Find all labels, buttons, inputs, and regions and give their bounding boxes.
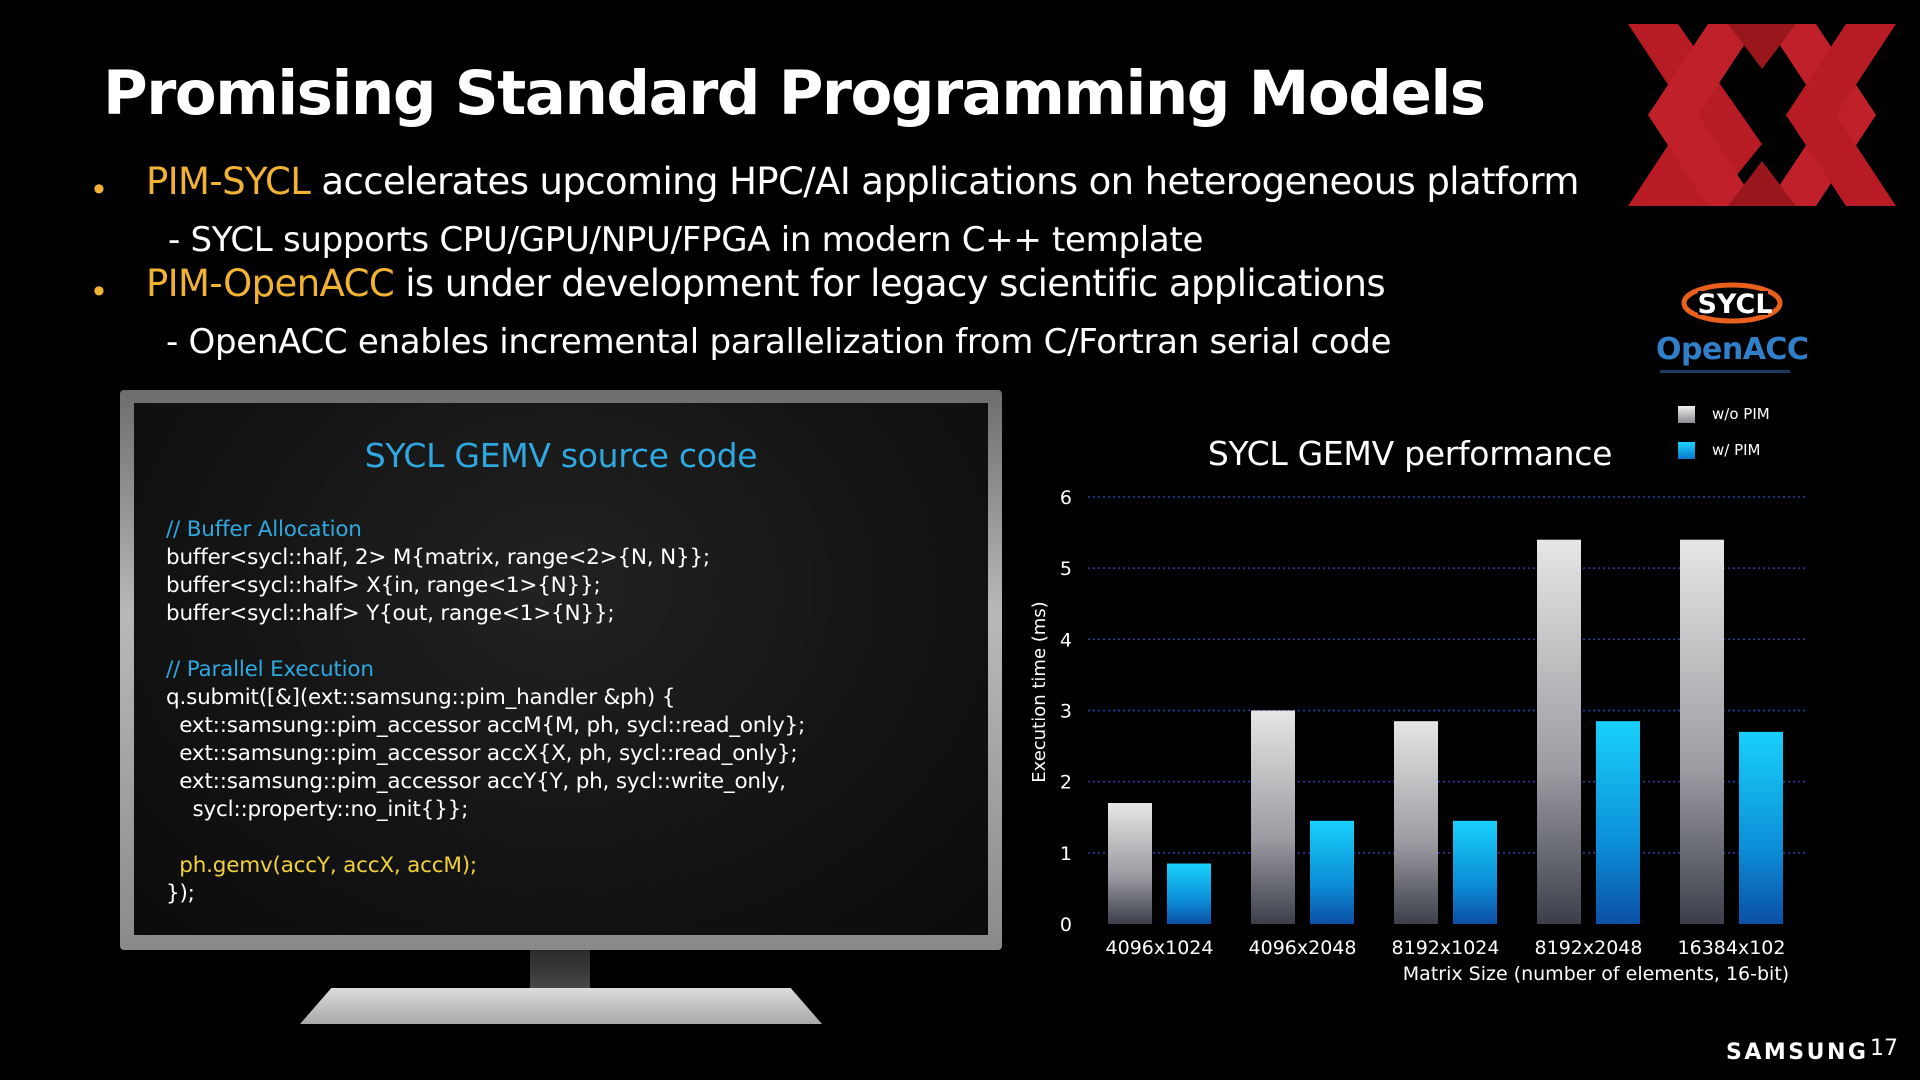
- code-line: ph.gemv(accY, accX, accM);: [166, 853, 477, 878]
- bullet-marker: •: [93, 170, 105, 208]
- bar-without-pim: [1680, 539, 1724, 924]
- monitor-stand-neck: [530, 950, 590, 992]
- legend-label: w/ PIM: [1712, 441, 1761, 459]
- code-comment-line: // Buffer Allocation: [166, 517, 362, 542]
- bar-with-pim: [1453, 820, 1497, 924]
- x-tick-label: 16384x102: [1678, 937, 1786, 959]
- legend-swatch: [1678, 442, 1695, 459]
- bar-without-pim: [1251, 710, 1295, 924]
- bullet-highlight: PIM-OpenACC: [146, 262, 395, 305]
- bar-without-pim: [1394, 721, 1438, 924]
- event-logo-icon: [1628, 24, 1896, 206]
- page-number: 17: [1870, 1036, 1898, 1061]
- code-line: sycl::property::no_init{}};: [166, 797, 469, 822]
- y-axis-label: Execution time (ms): [1029, 601, 1050, 782]
- y-tick-label: 2: [1060, 772, 1072, 794]
- code-line: buffer<sycl::half> X{in, range<1>{N}};: [166, 573, 601, 598]
- bullet-highlight: PIM-SYCL: [146, 160, 311, 203]
- bar-without-pim: [1108, 803, 1152, 924]
- x-axis-label: Matrix Size (number of elements, 16-bit): [1403, 963, 1789, 985]
- bullet-marker: •: [93, 272, 105, 310]
- x-tick-label: 4096x2048: [1249, 937, 1357, 959]
- chart-title: SYCL GEMV performance: [1207, 434, 1613, 473]
- bar-with-pim: [1739, 731, 1783, 924]
- bullet-pim-sycl: PIM-SYCL accelerates upcoming HPC/AI app…: [146, 160, 1579, 203]
- x-tick-label: 8192x1024: [1392, 937, 1500, 959]
- monitor-screen: [134, 403, 988, 935]
- bullet-pim-openacc: PIM-OpenACC is under development for leg…: [146, 262, 1386, 305]
- code-line: buffer<sycl::half, 2> M{matrix, range<2>…: [166, 545, 710, 570]
- x-tick-label: 8192x2048: [1535, 937, 1643, 959]
- legend-label: w/o PIM: [1712, 405, 1770, 423]
- sub-bullet-sycl: - SYCL supports CPU/GPU/NPU/FPGA in mode…: [168, 220, 1204, 260]
- code-line: });: [166, 881, 195, 906]
- sub-bullet-openacc: - OpenACC enables incremental paralleliz…: [166, 322, 1392, 362]
- openacc-logo: OpenACC: [1656, 332, 1809, 367]
- code-comment-line: // Parallel Execution: [166, 657, 374, 682]
- bullet-text: is under development for legacy scientif…: [394, 262, 1386, 305]
- y-tick-label: 5: [1060, 558, 1072, 580]
- y-tick-label: 4: [1060, 629, 1072, 651]
- bar-with-pim: [1310, 820, 1354, 924]
- code-panel-title: SYCL GEMV source code: [364, 436, 758, 475]
- openacc-logo-part2: ACC: [1742, 332, 1809, 367]
- openacc-tagline-decoration: [1660, 370, 1790, 373]
- bar-with-pim: [1167, 863, 1211, 924]
- code-line: ext::samsung::pim_accessor accX{X, ph, s…: [166, 741, 798, 766]
- y-tick-label: 1: [1060, 843, 1072, 865]
- legend-swatch: [1678, 406, 1695, 423]
- code-line: ext::samsung::pim_accessor accY{Y, ph, s…: [166, 769, 786, 794]
- code-line: buffer<sycl::half> Y{out, range<1>{N}};: [166, 601, 615, 626]
- y-tick-label: 0: [1060, 914, 1072, 936]
- sycl-logo-icon: SYCL: [1681, 282, 1783, 324]
- x-tick-label: 4096x1024: [1106, 937, 1214, 959]
- bullet-text: accelerates upcoming HPC/AI applications…: [310, 160, 1579, 203]
- samsung-logo: SAMSUNG: [1726, 1040, 1869, 1065]
- bar-with-pim: [1596, 721, 1640, 924]
- bar-without-pim: [1537, 539, 1581, 924]
- code-line: q.submit([&](ext::samsung::pim_handler &…: [166, 685, 676, 710]
- code-line: ext::samsung::pim_accessor accM{M, ph, s…: [166, 713, 806, 738]
- y-tick-label: 3: [1060, 701, 1072, 723]
- openacc-logo-part1: Open: [1656, 332, 1743, 367]
- slide-title: Promising Standard Programming Models: [103, 58, 1486, 129]
- monitor-stand-base: [300, 988, 822, 1024]
- sycl-logo-text: SYCL: [1697, 289, 1772, 320]
- y-tick-label: 6: [1060, 487, 1072, 509]
